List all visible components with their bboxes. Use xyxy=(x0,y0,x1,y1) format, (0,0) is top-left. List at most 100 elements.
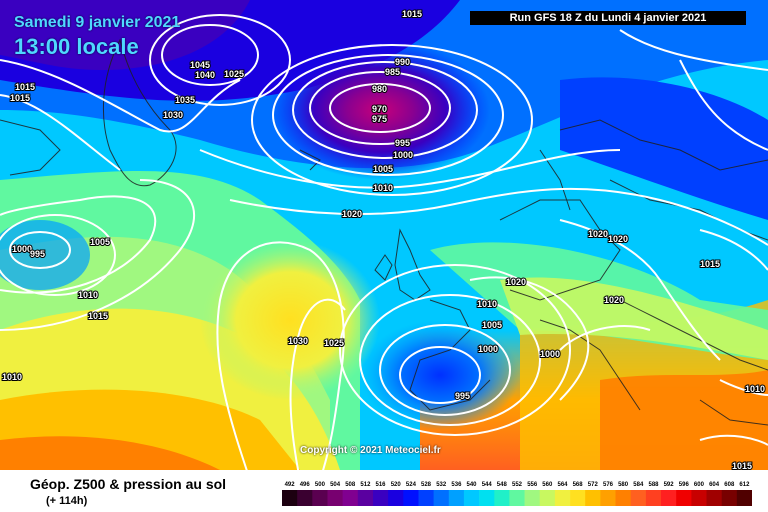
scale-swatch xyxy=(448,490,465,506)
scale-swatch xyxy=(373,490,389,506)
scale-tick-label: 544 xyxy=(482,482,493,488)
scale-tick-label: 540 xyxy=(466,482,477,488)
scale-tick-label: 580 xyxy=(618,482,629,488)
scale-tick-label: 556 xyxy=(527,482,538,488)
isobar-label: 1030 xyxy=(163,110,183,120)
isobar-label: 1020 xyxy=(608,234,628,244)
scale-swatch xyxy=(706,490,722,506)
scale-tick-label: 604 xyxy=(709,482,720,488)
scale-swatch xyxy=(282,490,298,506)
isobar-label: 1020 xyxy=(604,295,624,305)
isobar-label: 980 xyxy=(372,84,387,94)
scale-tick-label: 568 xyxy=(573,482,584,488)
scale-tick-label: 552 xyxy=(512,482,523,488)
scale-swatch xyxy=(645,490,662,506)
scale-swatch xyxy=(494,490,510,506)
copyright: Copyright © 2021 Meteociel.fr xyxy=(300,445,441,456)
isobar-label: 1045 xyxy=(190,60,210,70)
scale-swatch xyxy=(600,490,616,506)
isobar-label: 1005 xyxy=(373,164,393,174)
isobar-label: 1025 xyxy=(324,338,344,348)
scale-swatch xyxy=(554,490,571,506)
scale-tick-label: 596 xyxy=(679,482,690,488)
chart-title: Géop. Z500 & pression au sol xyxy=(30,476,227,492)
isobar-label: 995 xyxy=(30,249,45,259)
scale-swatch xyxy=(297,490,313,506)
isobar-label: 985 xyxy=(385,67,400,77)
isobar-label: 1020 xyxy=(506,277,526,287)
scale-swatch xyxy=(721,490,738,506)
isobar-label: 1010 xyxy=(745,384,765,394)
scale-tick-label: 496 xyxy=(300,482,311,488)
isobar-label: 1015 xyxy=(402,9,422,19)
scale-swatch xyxy=(418,490,434,506)
color-scale: 492 496 500 504 508 512 516 520 524 528 532 536 540 5… xyxy=(282,482,752,506)
isobar-label: 970 xyxy=(372,104,387,114)
scale-tick-label: 608 xyxy=(724,482,735,488)
scale-tick-label: 600 xyxy=(694,482,705,488)
scale-tick-label: 532 xyxy=(436,482,447,488)
isobar-label: 1010 xyxy=(2,372,22,382)
isobar-label: 1015 xyxy=(88,311,108,321)
scale-swatch xyxy=(463,490,480,506)
weather-map: 1015 1015 1045 1040 1025 1035 1030 1015 … xyxy=(0,0,768,470)
isobar-label: 1020 xyxy=(342,209,362,219)
scale-swatch xyxy=(615,490,631,506)
isobar-label: 1040 xyxy=(195,70,215,80)
isobar-label: 1000 xyxy=(393,150,413,160)
scale-tick-label: 572 xyxy=(588,482,599,488)
isobar-label: 1015 xyxy=(10,93,30,103)
isobar-label: 1020 xyxy=(588,229,608,239)
scale-tick-label: 588 xyxy=(648,482,659,488)
isobar-label: 1010 xyxy=(78,290,98,300)
scale-tick-label: 520 xyxy=(391,482,402,488)
scale-swatch xyxy=(691,490,707,506)
scale-swatch xyxy=(661,490,677,506)
scale-swatch xyxy=(736,490,752,506)
isobar-label: 1025 xyxy=(224,69,244,79)
scale-swatch xyxy=(479,490,495,506)
scale-tick-label: 612 xyxy=(739,482,750,488)
isobar-label: 1015 xyxy=(15,82,35,92)
scale-tick-label: 560 xyxy=(542,482,553,488)
isobar-label: 1015 xyxy=(700,259,720,269)
scale-swatch xyxy=(509,490,525,506)
scale-tick-label: 492 xyxy=(285,482,296,488)
scale-swatch xyxy=(312,490,328,506)
scale-swatch xyxy=(357,490,374,506)
scale-tick-label: 524 xyxy=(406,482,417,488)
scale-swatch xyxy=(327,490,343,506)
isobar-label: 1015 xyxy=(732,461,752,470)
isobar-label: 1010 xyxy=(477,299,497,309)
forecast-time: 13:00 locale xyxy=(14,34,139,59)
scale-swatch xyxy=(403,490,419,506)
forecast-offset: (+ 114h) xyxy=(46,495,88,507)
isobar-label: 1035 xyxy=(175,95,195,105)
scale-swatch xyxy=(570,490,586,506)
scale-swatch xyxy=(524,490,541,506)
scale-tick-label: 584 xyxy=(633,482,644,488)
scale-swatch xyxy=(433,490,450,506)
scale-swatch xyxy=(539,490,556,506)
scale-swatch xyxy=(630,490,647,506)
scale-swatch xyxy=(388,490,404,506)
isobar-label: 1000 xyxy=(12,244,32,254)
scale-tick-label: 548 xyxy=(497,482,508,488)
scale-tick-label: 576 xyxy=(603,482,614,488)
isobar-label: 995 xyxy=(455,391,470,401)
isobar-label: 1010 xyxy=(373,183,393,193)
scale-tick-label: 500 xyxy=(315,482,326,488)
isobar-label: 1005 xyxy=(90,237,110,247)
scale-tick-label: 536 xyxy=(451,482,462,488)
forecast-date: Samedi 9 janvier 2021 xyxy=(14,14,181,31)
scale-tick-label: 504 xyxy=(330,482,341,488)
scale-tick-label: 508 xyxy=(345,482,356,488)
isobar-label: 1005 xyxy=(482,320,502,330)
isobar-label: 1000 xyxy=(478,344,498,354)
scale-swatch xyxy=(585,490,601,506)
isobar-label: 1030 xyxy=(288,336,308,346)
isobar-label: 975 xyxy=(372,114,387,124)
scale-tick-label: 564 xyxy=(557,482,568,488)
isobar-label: 990 xyxy=(395,57,410,67)
isobar-label: 1000 xyxy=(540,349,560,359)
